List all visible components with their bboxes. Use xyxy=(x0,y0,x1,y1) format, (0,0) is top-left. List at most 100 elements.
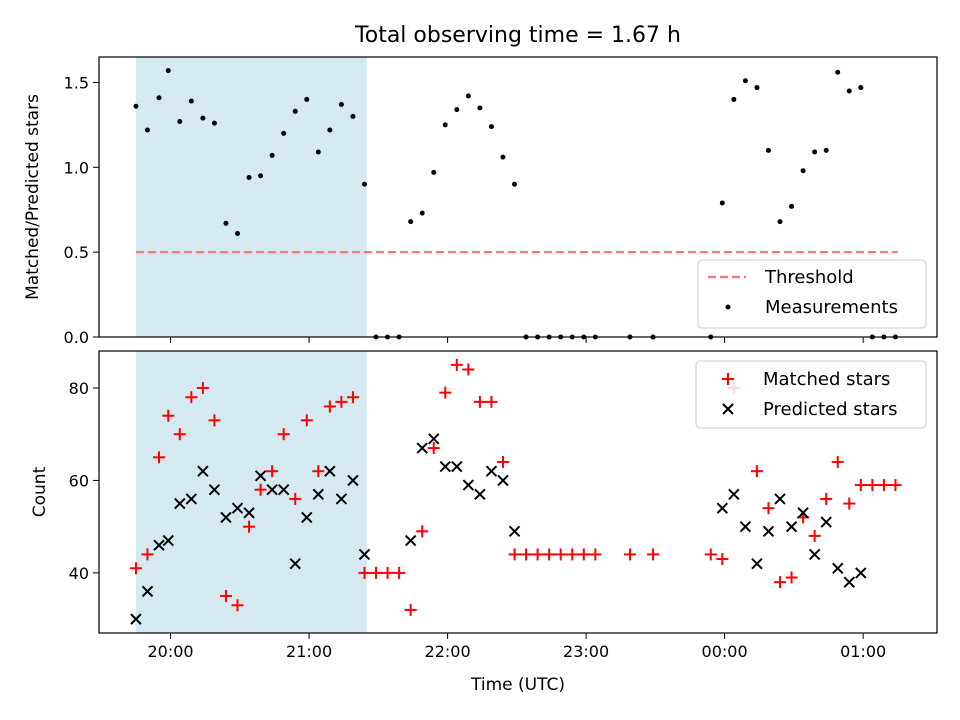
measurement-point xyxy=(858,85,864,91)
predicted-star-point xyxy=(716,502,729,514)
chart-title: Total observing time = 1.67 h xyxy=(354,23,681,48)
matched-star-point xyxy=(647,548,660,561)
matched-star-point xyxy=(141,548,154,561)
matched-star-point xyxy=(623,548,636,561)
measurement-point xyxy=(292,108,298,114)
measurement-point xyxy=(211,120,217,126)
predicted-star-point xyxy=(153,539,165,551)
predicted-star-point xyxy=(797,507,809,519)
predicted-star-point xyxy=(497,474,509,487)
matched-star-point xyxy=(485,395,498,408)
top-axes-frame xyxy=(98,56,938,338)
predicted-star-point xyxy=(301,511,313,524)
predicted-star-point xyxy=(266,483,278,496)
measurement-point xyxy=(835,69,841,75)
matched-legend-swatch xyxy=(722,373,734,385)
matched-star-point xyxy=(716,553,729,566)
predicted-legend-swatch xyxy=(722,403,734,415)
matched-star-point xyxy=(750,465,763,478)
matched-star-point xyxy=(277,428,290,441)
predicted-star-point xyxy=(347,474,359,487)
bottom-legend: Matched stars Predicted stars xyxy=(695,360,927,429)
measurement-point xyxy=(419,210,425,216)
top-y-axis-label: Matched/Predicted stars xyxy=(23,94,43,300)
x-tick-label: 22:00 xyxy=(425,642,471,661)
legend-predicted-label: Predicted stars xyxy=(763,399,897,420)
x-tick-label: 21:00 xyxy=(286,642,332,661)
measurement-point xyxy=(200,115,206,121)
predicted-star-point xyxy=(451,460,463,473)
measurement-point xyxy=(454,107,460,113)
matched-star-point xyxy=(427,442,440,455)
measurement-point xyxy=(269,152,275,158)
observing-window-shade xyxy=(135,57,367,337)
predicted-star-point xyxy=(832,562,844,574)
measurement-point xyxy=(512,181,518,187)
predicted-star-point xyxy=(289,557,301,570)
bottom-axes-frame xyxy=(98,350,938,634)
predicted-star-point xyxy=(243,507,255,519)
matched-star-point xyxy=(566,548,579,561)
y-tick-label: 0.5 xyxy=(64,243,89,262)
matched-star-point xyxy=(323,400,336,413)
bottom-x-ticks: 20:00 21:00 22:00 23:00 00:00 01:00 xyxy=(148,633,886,661)
predicted-star-point xyxy=(174,497,186,510)
matched-star-point xyxy=(208,414,221,427)
measurement-point xyxy=(350,113,356,119)
matched-star-point xyxy=(243,520,256,533)
y-tick-label: 80 xyxy=(69,379,89,398)
matched-star-point xyxy=(231,599,244,612)
top-x-ticks xyxy=(170,337,864,343)
predicted-star-point xyxy=(358,548,371,561)
matched-star-point xyxy=(254,483,267,496)
matched-star-point xyxy=(416,525,429,538)
matched-star-point xyxy=(219,590,232,603)
matched-star-point xyxy=(820,492,833,505)
x-tick-label: 23:00 xyxy=(563,642,609,661)
predicted-star-point xyxy=(739,520,752,533)
measurement-point xyxy=(812,149,818,155)
y-tick-label: 0.0 xyxy=(64,328,89,347)
matched-star-point xyxy=(462,363,475,376)
predicted-star-point xyxy=(728,488,740,501)
legend-measurements-label: Measurements xyxy=(765,297,898,318)
predicted-star-point xyxy=(762,525,775,538)
predicted-star-point xyxy=(404,534,417,547)
predicted-star-point xyxy=(312,488,325,501)
measurement-point xyxy=(846,88,852,94)
predicted-star-point xyxy=(185,493,198,505)
predicted-star-point xyxy=(428,433,440,445)
top-plot-area xyxy=(133,57,898,340)
matched-star-point xyxy=(162,409,175,422)
matched-star-point xyxy=(129,562,142,575)
bottom-y-ticks: 40 60 80 xyxy=(69,379,99,583)
predicted-star-point xyxy=(130,613,142,625)
matched-star-point xyxy=(439,386,452,399)
measurement-point xyxy=(156,95,162,101)
matched-star-point xyxy=(589,548,602,561)
predicted-star-point xyxy=(785,520,798,533)
measurement-point xyxy=(246,174,252,180)
top-panel: 0.0 0.5 1.0 1.5 Matched/Predicted stars Thr… xyxy=(23,56,938,347)
measurement-point xyxy=(258,173,264,179)
matched-star-point xyxy=(774,576,787,589)
measurement-point xyxy=(800,168,806,174)
x-tick-label: 01:00 xyxy=(840,642,886,661)
matched-star-point xyxy=(704,548,717,561)
predicted-star-point xyxy=(508,525,521,538)
y-tick-label: 1.0 xyxy=(64,158,89,177)
predicted-star-point xyxy=(485,465,498,477)
top-y-ticks: 0.0 0.5 1.0 1.5 xyxy=(64,73,99,347)
measurement-point xyxy=(477,105,483,111)
predicted-star-point xyxy=(254,470,267,482)
measurement-point xyxy=(223,220,229,226)
matched-star-point xyxy=(289,492,302,505)
matched-star-point xyxy=(173,428,186,441)
legend-threshold-label: Threshold xyxy=(764,267,854,288)
predicted-star-point xyxy=(462,479,475,491)
measurement-point xyxy=(789,203,795,209)
matched-star-point xyxy=(577,548,590,561)
measurement-point xyxy=(235,230,241,236)
matched-star-point xyxy=(312,465,325,478)
measurement-point xyxy=(465,93,471,99)
